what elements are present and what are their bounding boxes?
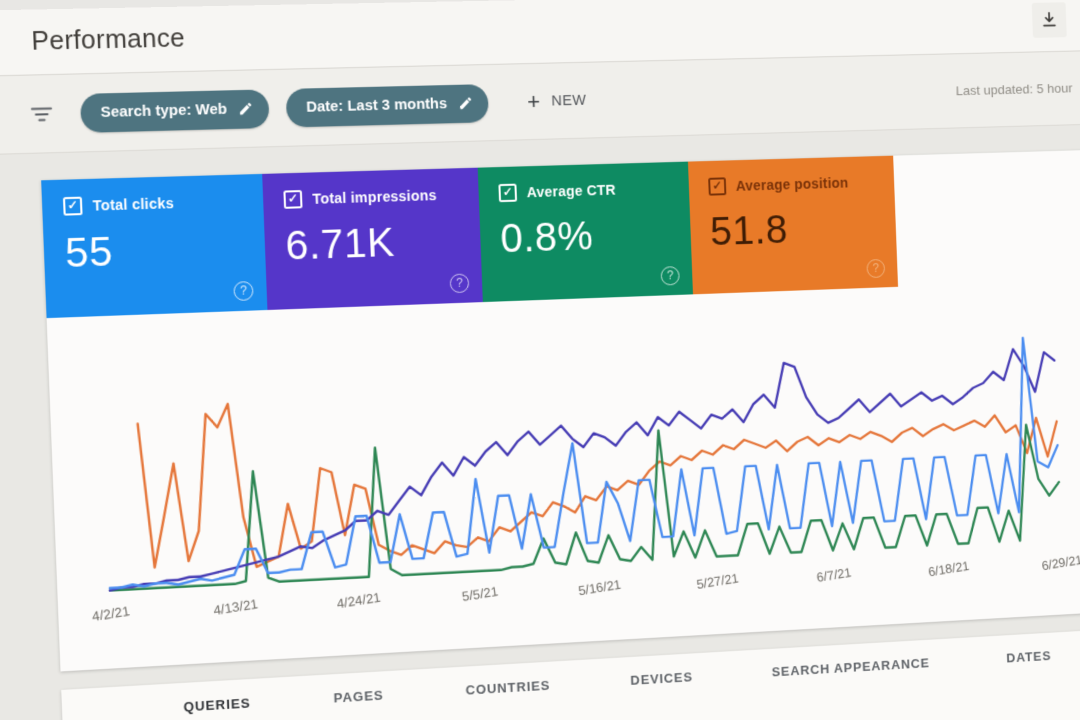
metric-value: 6.71K — [284, 220, 396, 269]
tab-queries[interactable]: QUERIES — [183, 695, 251, 715]
x-tick-label: 4/24/21 — [335, 589, 382, 612]
metric-card-total-impressions[interactable]: ✓ Total impressions 6.71K? — [262, 167, 483, 310]
x-tick-label: 5/5/21 — [460, 583, 500, 605]
page-title: Performance — [30, 23, 186, 56]
checkbox-checked-icon[interactable]: ✓ — [708, 177, 727, 196]
last-updated-text: Last updated: 5 hour — [955, 80, 1073, 99]
tab-pages[interactable]: PAGES — [333, 687, 384, 706]
metric-label: Average CTR — [526, 181, 617, 201]
checkbox-checked-icon[interactable]: ✓ — [283, 190, 303, 209]
checkbox-checked-icon[interactable]: ✓ — [62, 196, 83, 216]
x-tick-label: 5/27/21 — [695, 570, 740, 592]
performance-panel: ✓ Total clicks 55? ✓ Total impressions 6.71K?… — [41, 149, 1080, 672]
x-tick-label: 4/2/21 — [90, 603, 131, 625]
metric-card-total-clicks[interactable]: ✓ Total clicks 55? — [41, 173, 268, 319]
tab-countries[interactable]: COUNTRIES — [465, 677, 551, 698]
pencil-icon — [240, 102, 253, 115]
help-icon[interactable]: ? — [449, 273, 470, 294]
new-filter-label: NEW — [551, 92, 587, 110]
x-tick-label: 6/18/21 — [927, 558, 971, 580]
filter-chips: Search type: Web Date: Last 3 months — [79, 83, 506, 133]
help-icon[interactable]: ? — [233, 281, 254, 302]
checkbox-checked-icon[interactable]: ✓ — [498, 183, 518, 203]
dimension-tabs: QUERIES PAGES COUNTRIES DEVICES SEARCH APPEA… — [183, 648, 1051, 714]
metric-card-average-ctr[interactable]: ✓ Average CTR 0.8%? — [477, 161, 693, 303]
metric-value: 51.8 — [709, 208, 789, 255]
metric-cards: ✓ Total clicks 55? ✓ Total impressions 6.71K?… — [41, 149, 1080, 319]
metric-card-header: ✓ Total impressions — [283, 185, 465, 209]
chart-line-total-clicks — [101, 337, 1061, 589]
new-filter-button[interactable]: + NEW — [521, 88, 593, 114]
metric-value: 0.8% — [499, 214, 595, 262]
filter-toolbar: Search type: Web Date: Last 3 months + NE… — [0, 50, 1080, 157]
pencil-icon — [459, 97, 472, 109]
metric-label: Total clicks — [92, 194, 175, 214]
metric-card-header: ✓ Average position — [708, 173, 881, 196]
download-icon — [1040, 10, 1059, 30]
tab-dates[interactable]: DATES — [1006, 648, 1052, 666]
tab-search-appearance[interactable]: SEARCH APPEARANCE — [771, 655, 930, 680]
x-tick-label: 6/29/21 — [1040, 552, 1080, 574]
help-icon[interactable]: ? — [660, 266, 680, 286]
export-button[interactable] — [1031, 2, 1067, 38]
filter-list-icon[interactable] — [30, 105, 54, 122]
metric-card-average-position[interactable]: ✓ Average position 51.8? — [687, 155, 899, 295]
tab-devices[interactable]: DEVICES — [630, 669, 694, 688]
filter-chip-search-type[interactable]: Search type: Web — [79, 88, 271, 133]
x-tick-label: 4/13/21 — [212, 596, 259, 619]
filter-chip-date[interactable]: Date: Last 3 months — [286, 83, 489, 127]
metric-value: 55 — [64, 229, 114, 277]
filter-chip-label: Search type: Web — [100, 101, 228, 121]
help-icon[interactable]: ? — [866, 258, 886, 279]
x-tick-label: 5/16/21 — [577, 576, 622, 599]
filter-chip-label: Date: Last 3 months — [305, 95, 448, 116]
metric-card-header: ✓ Total clicks — [62, 192, 249, 216]
x-tick-label: 6/7/21 — [815, 564, 853, 585]
metric-label: Total impressions — [312, 187, 437, 207]
metric-card-header: ✓ Average CTR — [498, 179, 675, 203]
plus-icon: + — [526, 88, 541, 114]
metric-label: Average position — [735, 174, 849, 194]
